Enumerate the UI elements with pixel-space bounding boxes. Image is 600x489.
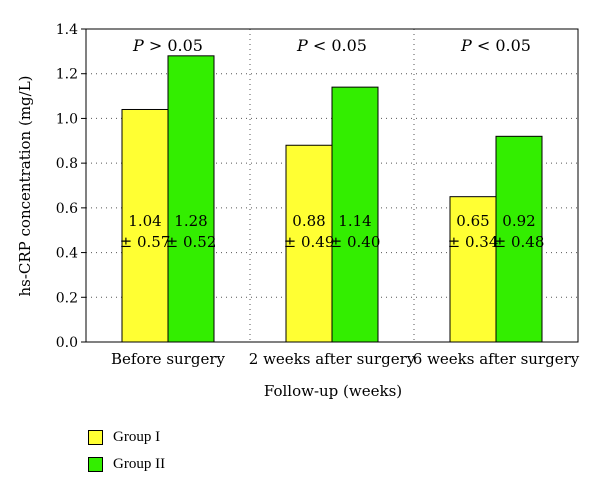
bar-sd-label: ± 0.40 — [330, 233, 381, 251]
bar-value-label: 0.88 — [292, 212, 325, 230]
bars — [121, 55, 543, 343]
plot-border — [85, 28, 579, 343]
y-tick-label: 0.8 — [56, 156, 78, 172]
y-axis-ticks: 0.0 0.2 0.4 0.6 0.8 1.0 1.2 1.4 — [56, 22, 86, 351]
y-tick-label: 0.0 — [56, 335, 78, 351]
p-value-annotation: P > 0.05 — [132, 36, 203, 55]
p-value-annotations: P > 0.05 P < 0.05 P < 0.05 — [132, 36, 531, 55]
y-axis-label: hs-CRP concentration (mg/L) — [16, 75, 34, 296]
plot-frame — [85, 28, 579, 343]
bar-value-label: 1.14 — [338, 212, 371, 230]
y-tick-label: 0.2 — [56, 290, 78, 306]
x-tick-label: 2 weeks after surgery — [249, 350, 416, 368]
bar-sd-label: ± 0.49 — [284, 233, 335, 251]
bar — [167, 55, 215, 343]
legend-swatch-group-1 — [88, 430, 103, 445]
legend-label-group-2: Group II — [113, 456, 166, 472]
y-tick-label: 1.4 — [56, 22, 78, 38]
p-value-annotation: P < 0.05 — [460, 36, 531, 55]
bar-value-label: 1.28 — [174, 212, 207, 230]
bar-sd-label: ± 0.48 — [494, 233, 545, 251]
y-tick-label: 0.4 — [56, 246, 78, 262]
legend: Group I Group II — [88, 424, 165, 478]
y-tick-label: 1.2 — [56, 67, 78, 83]
bar — [121, 108, 169, 343]
y-tick-label: 0.6 — [56, 201, 78, 217]
legend-item-group-2: Group II — [88, 451, 165, 478]
bar-value-label: 0.92 — [502, 212, 535, 230]
bar-sd-label: ± 0.34 — [448, 233, 499, 251]
legend-swatch-group-2 — [88, 457, 103, 472]
y-tick-label: 1.0 — [56, 111, 78, 127]
bar-sd-label: ± 0.57 — [120, 233, 171, 251]
bar-value-label: 0.65 — [456, 212, 489, 230]
x-axis-label: Follow-up (weeks) — [264, 382, 402, 400]
p-value-annotation: P < 0.05 — [296, 36, 367, 55]
legend-label-group-1: Group I — [113, 429, 161, 445]
x-tick-label: 6 weeks after surgery — [413, 350, 580, 368]
bar-value-label: 1.04 — [128, 212, 161, 230]
bar-sd-label: ± 0.52 — [166, 233, 217, 251]
bar-value-labels: 1.04 ± 0.571.28 ± 0.52 0.88 ± 0.491.14 ± 0.40… — [120, 212, 545, 251]
x-tick-label: Before surgery — [111, 350, 225, 368]
legend-item-group-1: Group I — [88, 424, 165, 451]
